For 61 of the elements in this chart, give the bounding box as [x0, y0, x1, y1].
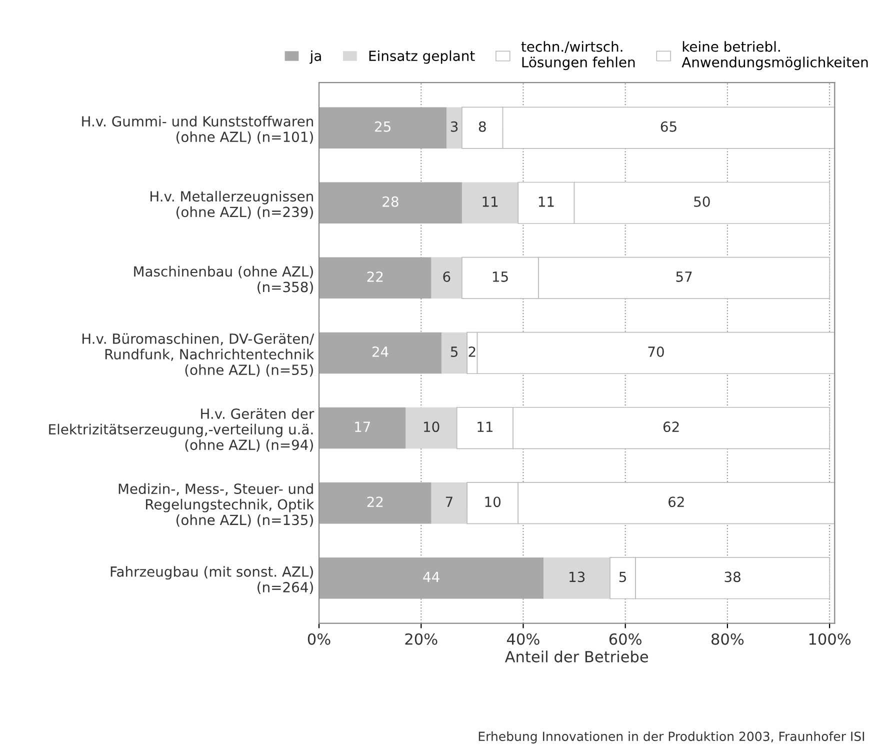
bar	[319, 557, 544, 599]
data-label: 28	[382, 196, 398, 207]
data-label: 11	[538, 196, 554, 207]
data-label: 7	[446, 496, 452, 507]
data-label: 8	[478, 121, 486, 132]
bar	[462, 182, 518, 224]
data-label: 5	[450, 346, 458, 357]
data-label: 44	[423, 572, 440, 582]
data-label: 50	[694, 196, 710, 207]
data-label: 24	[372, 346, 388, 357]
data-label: 25	[375, 121, 390, 132]
x-tick-label: 40%	[507, 633, 540, 645]
x-tick-label: 60%	[609, 633, 642, 645]
bar	[319, 107, 447, 148]
data-label: 6	[443, 271, 450, 282]
data-label: 57	[676, 272, 692, 282]
bar	[406, 407, 457, 449]
legend-label: techn./wirtsch. Lösungen fehlen	[521, 41, 635, 70]
data-label: 11	[478, 422, 492, 432]
y-tick-label: H.v. Büromaschinen, DV-Geräten/ Rundfunk, Nachrichtentechnik (ohne AZL) (n=55)	[82, 333, 314, 377]
data-label: 70	[648, 346, 664, 357]
y-tick-label: H.v. Metallerzeugnissen (ohne AZL) (n=239)	[150, 190, 313, 219]
data-label: 38	[724, 572, 740, 582]
data-label: 3	[450, 121, 458, 132]
data-label: 62	[668, 496, 684, 508]
y-tick-label: H.v. Gummi- und Kunststoffwaren (ohne AZL) (n=101)	[82, 116, 313, 144]
x-tick-label: 100%	[809, 633, 851, 645]
data-label: 11	[482, 196, 498, 207]
bar	[431, 482, 468, 524]
y-tick-label: H.v. Geräten der Elektrizitätserzeugung,-verteilung u.ä. (ohne AZL) (n=94)	[49, 408, 314, 452]
data-label: 17	[355, 422, 370, 432]
data-label: 13	[570, 572, 585, 582]
legend-label: ja	[310, 50, 321, 64]
bar	[544, 557, 610, 599]
data-label: 2	[468, 346, 476, 357]
legend-label: Einsatz geplant	[369, 50, 475, 64]
bar	[319, 332, 442, 374]
bar	[446, 107, 462, 148]
y-tick-label: Maschinenbau (ohne AZL) (n=358)	[134, 266, 313, 294]
data-label: 22	[367, 271, 383, 282]
legend-label: keine betriebl. Anwendungsmöglichkeiten	[682, 41, 868, 70]
data-label: 65	[660, 121, 676, 132]
text: Erhebung Innovationen in der Produktion 2003, Fraunhofer ISI	[478, 731, 864, 744]
bar	[431, 257, 462, 299]
y-tick-label: Medizin-, Mess-, Steuer- und Regelungstechnik, Optik (ohne AZL) (n=135)	[118, 483, 314, 527]
x-tick-label: 20%	[405, 633, 438, 645]
bar	[319, 182, 462, 224]
data-label: 10	[424, 422, 440, 432]
x-tick-label: 0%	[308, 633, 330, 645]
y-tick-label: Fahrzeugbau (mit sonst. AZL) (n=264)	[110, 566, 313, 594]
data-label: 62	[663, 422, 679, 432]
bar	[319, 482, 432, 524]
x-axis-title: Anteil der Betriebe	[504, 650, 648, 662]
data-label: 5	[619, 572, 626, 582]
data-label: 15	[492, 272, 508, 282]
data-label: 22	[367, 496, 383, 507]
bar	[319, 407, 406, 449]
bar	[442, 332, 468, 374]
data-label: 10	[485, 496, 501, 508]
bar	[319, 257, 432, 299]
x-tick-label: 80%	[712, 633, 744, 645]
